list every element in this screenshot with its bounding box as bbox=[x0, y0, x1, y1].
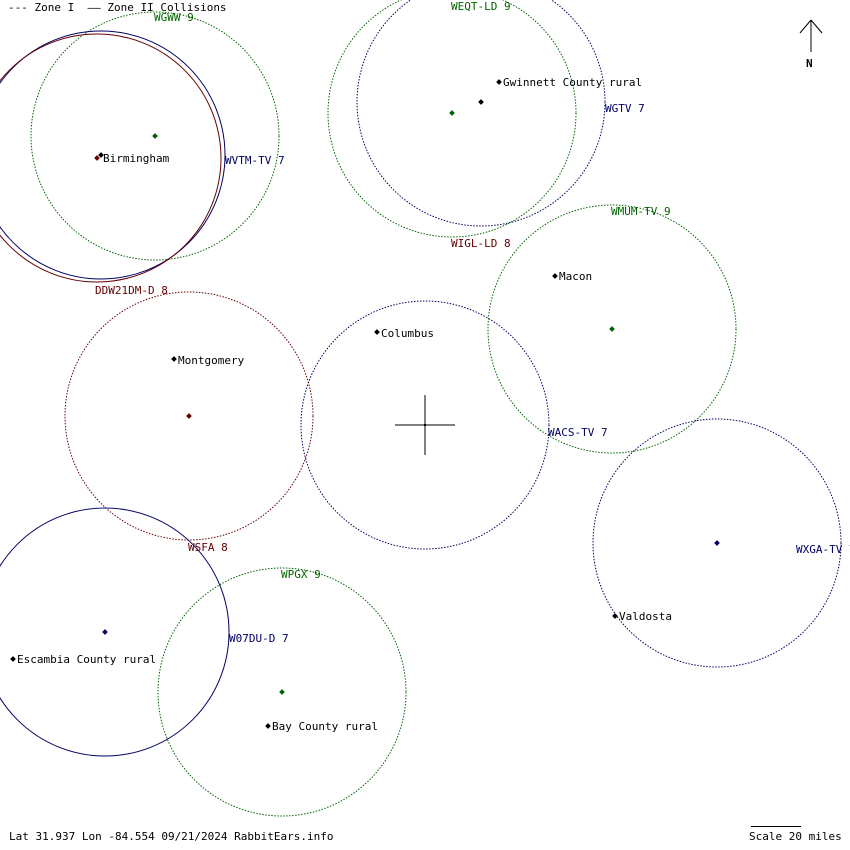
city-dot-bay bbox=[265, 723, 271, 729]
circle-wvtm bbox=[0, 30, 226, 280]
circle-wmum bbox=[487, 204, 737, 454]
city-label-bay: Bay County rural bbox=[272, 720, 378, 733]
tx-dot-wxga bbox=[714, 540, 720, 546]
circle-ddw21 bbox=[0, 33, 222, 283]
transmitter-dots bbox=[94, 99, 720, 695]
legend-zone2: —— Zone II Collisions bbox=[87, 1, 227, 14]
tx-dot-wgww bbox=[152, 133, 158, 139]
legend: --- Zone I —— Zone II Collisions bbox=[8, 1, 227, 14]
station-label-wigl: WIGL-LD 8 bbox=[451, 237, 511, 250]
city-label-escambia: Escambia County rural bbox=[17, 653, 156, 666]
station-label-ddw21: DDW21DM-D 8 bbox=[95, 284, 168, 297]
city-dot-valdosta bbox=[612, 613, 618, 619]
station-label-wgtv: WGTV 7 bbox=[605, 102, 645, 115]
circle-weqt bbox=[327, 0, 577, 238]
station-label-w07du: W07DU-D 7 bbox=[229, 632, 289, 645]
tx-dot-wgtv bbox=[478, 99, 484, 105]
station-label-wmum: WMUM-TV 9 bbox=[611, 205, 671, 218]
circle-wsfa bbox=[64, 291, 314, 541]
station-label-wxga: WXGA-TV 7 bbox=[796, 543, 850, 556]
scale-label: Scale 20 miles bbox=[749, 830, 842, 843]
north-label: N bbox=[806, 57, 813, 70]
center-crosshair bbox=[395, 395, 455, 455]
station-labels: WGWW 9 WVTM-TV 7 DDW21DM-D 8 WEQT-LD 9 W… bbox=[95, 0, 850, 645]
circle-wpgx bbox=[157, 567, 407, 817]
circle-wgww bbox=[30, 11, 280, 261]
station-label-wgww: WGWW 9 bbox=[154, 11, 194, 24]
footer-info: Lat 31.937 Lon -84.554 09/21/2024 Rabbit… bbox=[9, 830, 334, 843]
city-label-gwinnett: Gwinnett County rural bbox=[503, 76, 642, 89]
circle-w07du bbox=[0, 507, 230, 757]
tx-dot-w07du bbox=[102, 629, 108, 635]
coverage-circles bbox=[0, 0, 842, 817]
legend-zone1: --- Zone I bbox=[8, 1, 75, 14]
north-arrow-icon bbox=[799, 19, 823, 52]
city-dot-montgomery bbox=[171, 356, 177, 362]
city-label-columbus: Columbus bbox=[381, 327, 434, 340]
city-dot-gwinnett bbox=[496, 79, 502, 85]
city-markers bbox=[10, 79, 618, 729]
station-label-wvtm: WVTM-TV 7 bbox=[225, 154, 285, 167]
city-dot-macon bbox=[552, 273, 558, 279]
station-label-wpgx: WPGX 9 bbox=[281, 568, 321, 581]
circle-wgtv bbox=[356, 0, 606, 227]
city-dot-birmingham bbox=[98, 152, 104, 158]
city-label-valdosta: Valdosta bbox=[619, 610, 672, 623]
tx-dot-wpgx bbox=[279, 689, 285, 695]
tx-dot-weqt bbox=[449, 110, 455, 116]
scale-bar bbox=[751, 826, 801, 827]
tx-dot-wsfa bbox=[186, 413, 192, 419]
station-label-weqt: WEQT-LD 9 bbox=[451, 0, 511, 13]
city-dot-escambia bbox=[10, 656, 16, 662]
tx-dot-wmum bbox=[609, 326, 615, 332]
city-label-birmingham: Birmingham bbox=[103, 152, 170, 165]
city-labels: Birmingham Gwinnett County rural Macon C… bbox=[17, 76, 672, 733]
circle-wxga bbox=[592, 418, 842, 668]
city-label-montgomery: Montgomery bbox=[178, 354, 245, 367]
circle-wacs bbox=[300, 300, 550, 550]
station-label-wacs: WACS-TV 7 bbox=[548, 426, 608, 439]
tx-dot-ddw21 bbox=[94, 155, 100, 161]
station-label-wsfa: WSFA 8 bbox=[188, 541, 228, 554]
city-label-macon: Macon bbox=[559, 270, 592, 283]
city-dot-columbus bbox=[374, 329, 380, 335]
